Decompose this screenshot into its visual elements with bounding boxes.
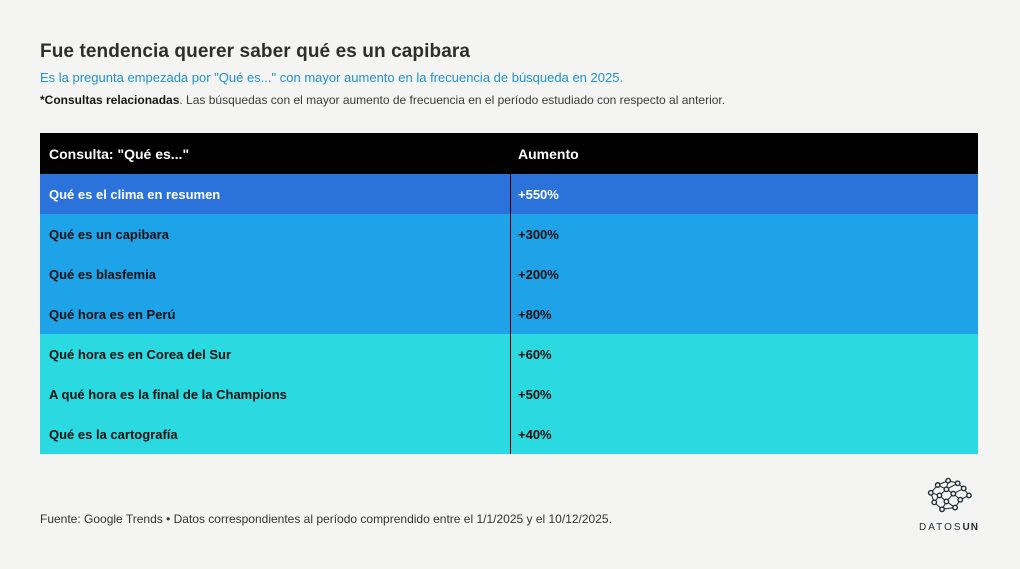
cell-aumento: +50% — [510, 374, 978, 414]
logo-text-un: UN — [962, 522, 979, 533]
cell-consulta: Qué es un capibara — [49, 226, 169, 242]
source-caption: Fuente: Google Trends • Datos correspond… — [40, 512, 612, 526]
footnote: *Consultas relacionadas. Las búsquedas c… — [40, 93, 725, 107]
table-row: Qué es blasfemia +200% — [40, 254, 978, 294]
logo-text-datos: DATOS — [919, 522, 963, 533]
cell-aumento: +80% — [510, 294, 978, 334]
trends-table: Consulta: "Qué es..." Aumento Qué es el … — [40, 133, 978, 454]
datosun-logo: DATOSUN — [916, 476, 982, 533]
table-row: A qué hora es la final de la Champions +5… — [40, 374, 978, 414]
cell-aumento: +200% — [510, 254, 978, 294]
cell-consulta: Qué hora es en Perú — [49, 306, 176, 322]
cell-consulta: Qué es el clima en resumen — [49, 186, 221, 202]
table-row: Qué es el clima en resumen +550% — [40, 174, 978, 214]
logo-wordmark: DATOSUN — [916, 522, 982, 533]
table-body: Qué es el clima en resumen +550% Qué es un… — [40, 174, 978, 454]
cell-aumento: +40% — [510, 414, 978, 454]
table-row: Qué es un capibara +300% — [40, 214, 978, 254]
subtitle: Es la pregunta empezada por "Qué es..." … — [40, 70, 624, 85]
page-title: Fue tendencia querer saber qué es un cap… — [40, 41, 471, 62]
cell-consulta: A qué hora es la final de la Champions — [49, 386, 287, 402]
network-graph-icon — [927, 477, 972, 513]
footnote-bold: *Consultas relacionadas — [40, 93, 180, 107]
footnote-rest: . Las búsquedas con el mayor aumento de … — [179, 93, 726, 107]
table-row: Qué es la cartografía +40% — [40, 414, 978, 454]
cell-aumento: +300% — [510, 214, 978, 254]
cell-consulta: Qué es blasfemia — [49, 266, 156, 282]
cell-consulta: Qué hora es en Corea del Sur — [49, 346, 232, 362]
column-header-aumento: Aumento — [510, 133, 978, 174]
table-row: Qué hora es en Perú +80% — [40, 294, 978, 334]
column-header-consulta: Consulta: "Qué es..." — [49, 145, 190, 162]
cell-aumento: +60% — [510, 334, 978, 374]
cell-consulta: Qué es la cartografía — [49, 426, 178, 442]
table-header-row: Consulta: "Qué es..." Aumento — [40, 133, 978, 174]
cell-aumento: +550% — [510, 174, 978, 214]
table-row: Qué hora es en Corea del Sur +60% — [40, 334, 978, 374]
